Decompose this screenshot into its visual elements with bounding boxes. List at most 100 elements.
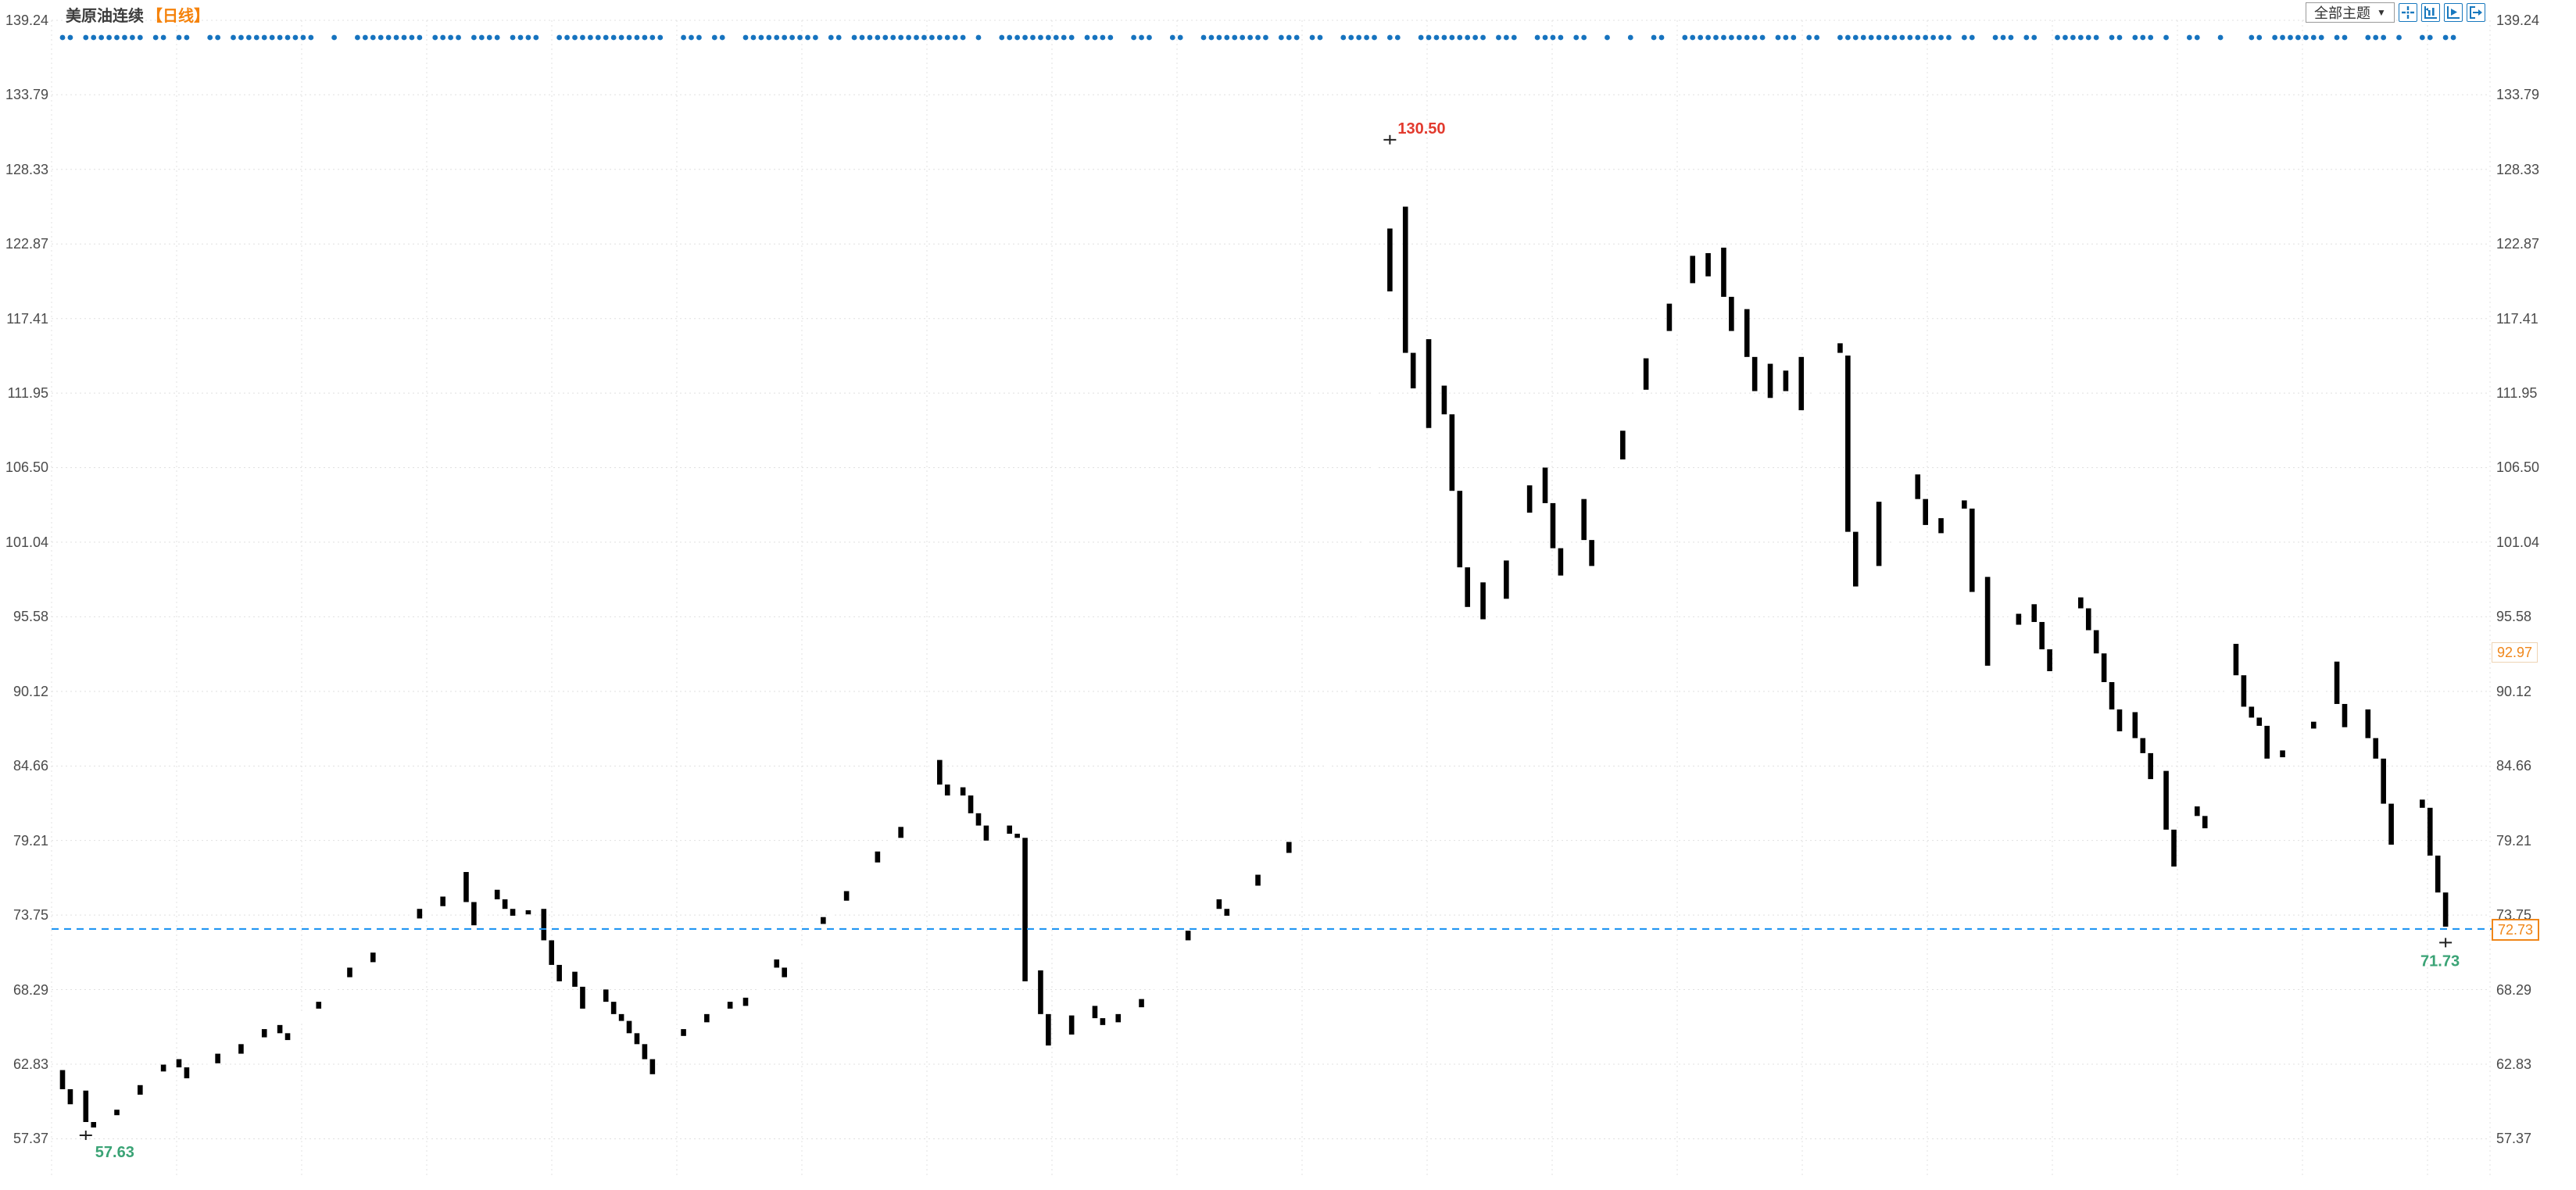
axis-scale-icon[interactable] [2420,3,2440,22]
event-dot[interactable] [1263,34,1268,41]
event-dot[interactable] [898,34,904,41]
event-dot[interactable] [533,34,539,41]
event-dot[interactable] [160,34,166,41]
event-dot[interactable] [1480,34,1486,41]
event-dot[interactable] [2217,34,2224,41]
event-dot[interactable] [1573,34,1580,41]
event-dot[interactable] [1068,34,1075,41]
event-dot[interactable] [1581,34,1587,41]
event-dot[interactable] [261,34,267,41]
event-dot[interactable] [789,34,796,41]
event-dot[interactable] [2063,34,2068,41]
event-dot[interactable] [1216,34,1222,41]
event-dot[interactable] [1169,34,1175,41]
event-dot[interactable] [355,34,360,41]
event-dot[interactable] [944,34,950,41]
event-dot[interactable] [2302,34,2309,41]
event-dot[interactable] [129,34,135,41]
event-dot[interactable] [122,34,127,41]
event-dot[interactable] [2249,34,2255,41]
event-dot[interactable] [1348,34,1354,41]
event-dot[interactable] [642,34,648,41]
event-dot[interactable] [2093,34,2099,41]
event-dot[interactable] [774,34,780,41]
event-dot[interactable] [649,34,656,41]
event-dot[interactable] [828,34,834,41]
event-dot[interactable] [238,34,244,41]
event-dot[interactable] [1053,34,1059,41]
event-dot[interactable] [1759,34,1766,41]
event-dot[interactable] [2280,34,2285,41]
event-dot[interactable] [1605,34,1610,41]
event-dot[interactable] [2140,34,2146,41]
event-dot[interactable] [308,34,314,41]
event-dot[interactable] [152,34,159,41]
event-dot[interactable] [1891,34,1898,41]
event-dot[interactable] [1309,34,1315,41]
event-dot[interactable] [2288,34,2293,41]
event-dot[interactable] [851,34,857,41]
event-dot[interactable] [1356,34,1362,41]
event-dot[interactable] [1045,34,1051,41]
event-dot[interactable] [269,34,275,41]
event-dots-row[interactable] [59,34,2456,41]
event-dot[interactable] [1317,34,1323,41]
event-dot[interactable] [618,34,624,41]
event-dot[interactable] [867,34,873,41]
event-dot[interactable] [2450,34,2456,41]
event-dot[interactable] [470,34,477,41]
event-dot[interactable] [603,34,609,41]
event-dot[interactable] [2365,34,2371,41]
event-dot[interactable] [952,34,958,41]
event-dot[interactable] [284,34,291,41]
event-dot[interactable] [1713,34,1719,41]
playback-icon[interactable] [2443,3,2463,22]
event-dot[interactable] [2334,34,2340,41]
event-dot[interactable] [2310,34,2317,41]
event-dot[interactable] [1340,34,1347,41]
event-dot[interactable] [1022,34,1028,41]
event-dot[interactable] [1534,34,1540,41]
event-dot[interactable] [2077,34,2084,41]
event-dot[interactable] [83,34,89,41]
event-dot[interactable] [370,34,376,41]
event-dot[interactable] [1542,34,1548,41]
event-dot[interactable] [2342,34,2348,41]
event-dot[interactable] [1449,34,1455,41]
event-dot[interactable] [1247,34,1253,41]
event-dot[interactable] [711,34,717,41]
event-dot[interactable] [1433,34,1440,41]
event-dot[interactable] [2085,34,2091,41]
event-dot[interactable] [1030,34,1036,41]
event-dot[interactable] [1441,34,1447,41]
event-dot[interactable] [1923,34,1929,41]
event-dot[interactable] [106,34,112,41]
event-dot[interactable] [510,34,516,41]
event-dot[interactable] [1278,34,1284,41]
event-dot[interactable] [835,34,842,41]
event-dot[interactable] [906,34,911,41]
theme-dropdown-button[interactable]: 全部主题 ▼ [2306,2,2395,23]
event-dot[interactable] [1705,34,1711,41]
event-dot[interactable] [742,34,749,41]
event-dot[interactable] [432,34,438,41]
event-dot[interactable] [1550,34,1556,41]
event-dot[interactable] [2055,34,2060,41]
event-dot[interactable] [1899,34,1905,41]
event-dot[interactable] [1806,34,1812,41]
event-dot[interactable] [1744,34,1750,41]
event-dot[interactable] [1860,34,1866,41]
event-dot[interactable] [1698,34,1704,41]
event-dot[interactable] [1868,34,1874,41]
event-dot[interactable] [634,34,640,41]
event-dot[interactable] [750,34,757,41]
event-dot[interactable] [114,34,120,41]
event-dot[interactable] [231,34,236,41]
event-dot[interactable] [689,34,694,41]
event-dot[interactable] [1107,34,1114,41]
event-dot[interactable] [1751,34,1758,41]
event-dot[interactable] [377,34,384,41]
event-dot[interactable] [1503,34,1509,41]
event-dot[interactable] [1014,34,1021,41]
event-dot[interactable] [2070,34,2076,41]
